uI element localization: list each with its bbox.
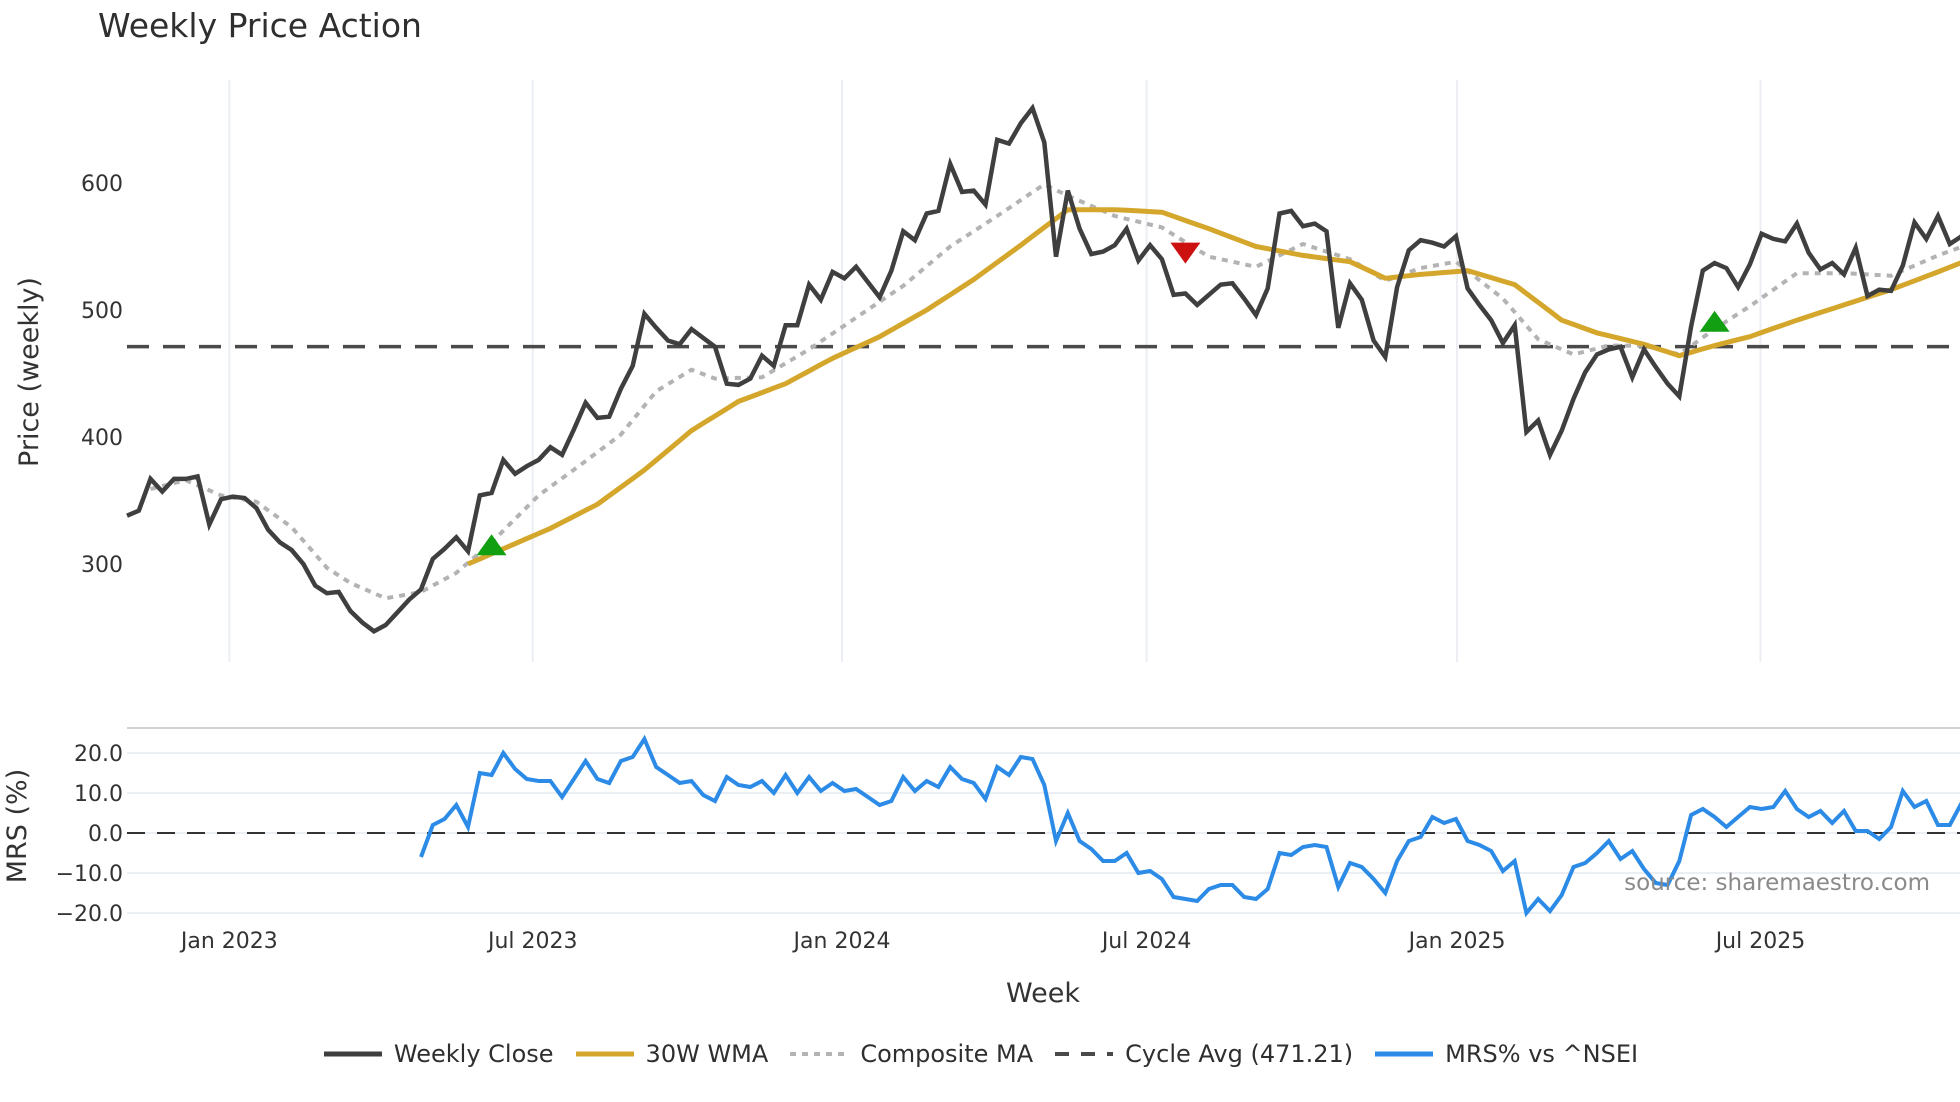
legend-label: MRS% vs ^NSEI <box>1445 1040 1639 1068</box>
x-tick-label: Jul 2023 <box>486 929 578 954</box>
main-gridlines <box>228 80 1762 662</box>
buy-signal-triangle-icon <box>1699 310 1730 332</box>
sell-signal-triangle-icon <box>1170 242 1201 264</box>
signal-markers <box>476 242 1730 556</box>
legend-item-mrs: MRS% vs ^NSEI <box>1373 1040 1638 1068</box>
y-tick-label: 500 <box>81 299 123 324</box>
x-tick-label: Jan 2025 <box>1407 929 1506 954</box>
legend-label: Composite MA <box>860 1040 1034 1068</box>
legend-swatch-icon <box>790 1052 849 1056</box>
wma-line <box>467 207 1960 567</box>
x-tick-label: Jul 2025 <box>1714 929 1806 954</box>
price-y-axis-ticks: 300 400 500 600 <box>81 172 123 578</box>
legend-label: Cycle Avg (471.21) <box>1125 1040 1354 1068</box>
price-series <box>126 103 1960 634</box>
x-tick-label: Jan 2024 <box>792 929 891 954</box>
x-axis-ticks: Jan 2023 Jul 2023 Jan 2024 Jul 2024 Jan 2025… <box>179 929 1805 954</box>
y-tick-label: −10.0 <box>56 862 123 887</box>
y-tick-label: 10.0 <box>74 782 123 807</box>
mrs-line <box>419 734 1960 918</box>
legend-swatch-icon <box>323 1051 382 1057</box>
y-tick-label: 300 <box>81 553 123 578</box>
legend-label: 30W WMA <box>645 1040 769 1068</box>
legend-item-weekly-close: Weekly Close <box>322 1040 554 1068</box>
legend-swatch-icon <box>1375 1051 1434 1057</box>
buy-signal-triangle-icon <box>476 534 507 556</box>
composite-ma-line <box>150 181 1960 601</box>
mrs-y-axis-title: MRS (%) <box>2 769 33 884</box>
y-tick-label: 20.0 <box>74 742 123 767</box>
legend-label: Weekly Close <box>393 1040 554 1068</box>
mrs-y-axis-ticks: 20.0 10.0 0.0 −10.0 −20.0 <box>56 742 123 927</box>
mrs-series <box>127 734 1960 918</box>
y-tick-label: 600 <box>81 172 123 197</box>
legend-swatch-icon <box>1055 1052 1114 1056</box>
y-tick-label: 0.0 <box>88 822 123 847</box>
x-tick-label: Jul 2024 <box>1100 929 1192 954</box>
x-axis-title: Week <box>1006 978 1080 1009</box>
legend: Weekly Close 30W WMA Composite MA Cycle Avg… <box>0 1034 1960 1074</box>
chart-title: Weekly Price Action <box>98 6 422 45</box>
x-tick-label: Jan 2023 <box>179 929 278 954</box>
weekly-close-line <box>126 103 1960 634</box>
y-tick-label: 400 <box>81 426 123 451</box>
source-watermark: source: sharemaestro.com <box>1624 870 1930 896</box>
legend-item-cycle-avg: Cycle Avg (471.21) <box>1053 1040 1353 1068</box>
price-y-axis-title: Price (weekly) <box>14 277 45 467</box>
legend-item-composite: Composite MA <box>788 1040 1033 1068</box>
legend-swatch-icon <box>575 1051 634 1057</box>
legend-item-wma: 30W WMA <box>574 1040 769 1068</box>
y-tick-label: −20.0 <box>56 902 123 927</box>
